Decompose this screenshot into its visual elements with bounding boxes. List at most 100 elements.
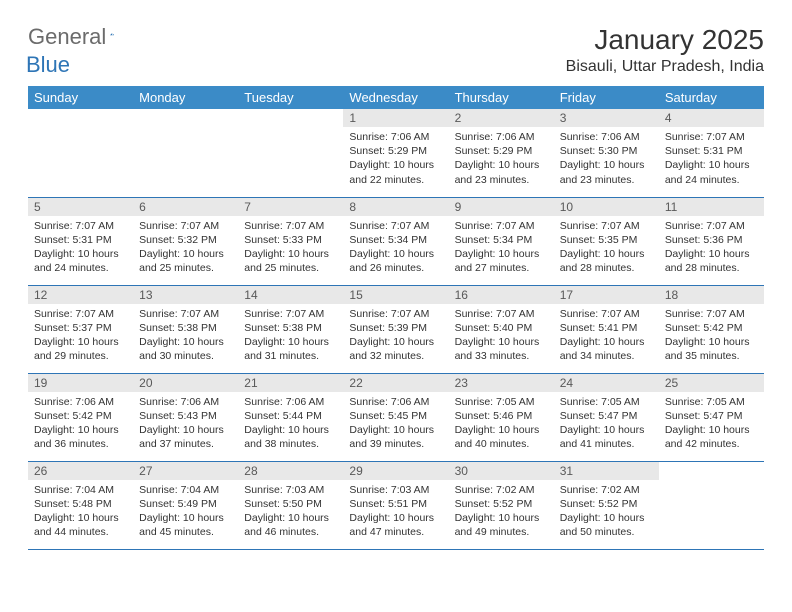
day-number: 28 bbox=[238, 462, 343, 480]
calendar-cell: 14Sunrise: 7:07 AMSunset: 5:38 PMDayligh… bbox=[238, 285, 343, 373]
day-line: Daylight: 10 hours bbox=[349, 158, 442, 172]
day-line: Sunset: 5:41 PM bbox=[560, 321, 653, 335]
day-line: Sunrise: 7:07 AM bbox=[349, 307, 442, 321]
day-line: Sunset: 5:29 PM bbox=[349, 144, 442, 158]
day-line: Sunset: 5:48 PM bbox=[34, 497, 127, 511]
day-number: 18 bbox=[659, 286, 764, 304]
day-line: Sunrise: 7:07 AM bbox=[139, 307, 232, 321]
calendar-cell: 30Sunrise: 7:02 AMSunset: 5:52 PMDayligh… bbox=[449, 461, 554, 549]
calendar-cell: 21Sunrise: 7:06 AMSunset: 5:44 PMDayligh… bbox=[238, 373, 343, 461]
calendar-cell: 12Sunrise: 7:07 AMSunset: 5:37 PMDayligh… bbox=[28, 285, 133, 373]
calendar-cell: 20Sunrise: 7:06 AMSunset: 5:43 PMDayligh… bbox=[133, 373, 238, 461]
calendar-cell: 15Sunrise: 7:07 AMSunset: 5:39 PMDayligh… bbox=[343, 285, 448, 373]
day-number: 8 bbox=[343, 198, 448, 216]
day-line: and 41 minutes. bbox=[560, 437, 653, 451]
day-line: Sunset: 5:38 PM bbox=[244, 321, 337, 335]
day-content: Sunrise: 7:07 AMSunset: 5:38 PMDaylight:… bbox=[133, 304, 238, 370]
day-line: and 46 minutes. bbox=[244, 525, 337, 539]
calendar-cell: 4Sunrise: 7:07 AMSunset: 5:31 PMDaylight… bbox=[659, 109, 764, 197]
day-line: and 38 minutes. bbox=[244, 437, 337, 451]
day-content: Sunrise: 7:07 AMSunset: 5:34 PMDaylight:… bbox=[449, 216, 554, 282]
day-content: Sunrise: 7:07 AMSunset: 5:38 PMDaylight:… bbox=[238, 304, 343, 370]
day-number: 13 bbox=[133, 286, 238, 304]
day-line: and 27 minutes. bbox=[455, 261, 548, 275]
day-line: Sunset: 5:40 PM bbox=[455, 321, 548, 335]
day-number: 24 bbox=[554, 374, 659, 392]
day-line: Sunset: 5:32 PM bbox=[139, 233, 232, 247]
day-line: Sunrise: 7:06 AM bbox=[455, 130, 548, 144]
day-line: Daylight: 10 hours bbox=[455, 511, 548, 525]
day-line: Daylight: 10 hours bbox=[455, 158, 548, 172]
weekday-header: Friday bbox=[554, 86, 659, 109]
day-number: 21 bbox=[238, 374, 343, 392]
day-line: Sunset: 5:52 PM bbox=[560, 497, 653, 511]
day-line: Daylight: 10 hours bbox=[560, 423, 653, 437]
day-line: Sunset: 5:34 PM bbox=[455, 233, 548, 247]
day-line: and 39 minutes. bbox=[349, 437, 442, 451]
day-content: Sunrise: 7:02 AMSunset: 5:52 PMDaylight:… bbox=[554, 480, 659, 546]
day-line: Daylight: 10 hours bbox=[560, 511, 653, 525]
calendar-cell: 13Sunrise: 7:07 AMSunset: 5:38 PMDayligh… bbox=[133, 285, 238, 373]
day-number: 6 bbox=[133, 198, 238, 216]
weekday-row: Sunday Monday Tuesday Wednesday Thursday… bbox=[28, 86, 764, 109]
day-line: and 29 minutes. bbox=[34, 349, 127, 363]
day-line: and 31 minutes. bbox=[244, 349, 337, 363]
day-number: 27 bbox=[133, 462, 238, 480]
day-line: Daylight: 10 hours bbox=[349, 511, 442, 525]
logo-blue-wrap: Blue bbox=[28, 52, 70, 78]
day-line: Sunrise: 7:07 AM bbox=[34, 307, 127, 321]
day-line: Sunset: 5:49 PM bbox=[139, 497, 232, 511]
day-content: Sunrise: 7:03 AMSunset: 5:51 PMDaylight:… bbox=[343, 480, 448, 546]
day-content: Sunrise: 7:06 AMSunset: 5:42 PMDaylight:… bbox=[28, 392, 133, 458]
day-number: 4 bbox=[659, 109, 764, 127]
day-line: and 24 minutes. bbox=[34, 261, 127, 275]
day-content: Sunrise: 7:07 AMSunset: 5:42 PMDaylight:… bbox=[659, 304, 764, 370]
weekday-header: Tuesday bbox=[238, 86, 343, 109]
calendar-cell: 16Sunrise: 7:07 AMSunset: 5:40 PMDayligh… bbox=[449, 285, 554, 373]
calendar-cell: 31Sunrise: 7:02 AMSunset: 5:52 PMDayligh… bbox=[554, 461, 659, 549]
calendar-cell: 1Sunrise: 7:06 AMSunset: 5:29 PMDaylight… bbox=[343, 109, 448, 197]
day-number: 22 bbox=[343, 374, 448, 392]
day-line: Daylight: 10 hours bbox=[34, 511, 127, 525]
day-content: Sunrise: 7:07 AMSunset: 5:37 PMDaylight:… bbox=[28, 304, 133, 370]
day-line: Sunrise: 7:07 AM bbox=[244, 307, 337, 321]
day-line: Sunset: 5:36 PM bbox=[665, 233, 758, 247]
day-number: 17 bbox=[554, 286, 659, 304]
day-line: and 26 minutes. bbox=[349, 261, 442, 275]
day-line: Sunset: 5:43 PM bbox=[139, 409, 232, 423]
logo-text-blue: Blue bbox=[26, 52, 70, 77]
day-content bbox=[659, 466, 764, 522]
day-line: Sunset: 5:34 PM bbox=[349, 233, 442, 247]
day-line: Sunrise: 7:05 AM bbox=[665, 395, 758, 409]
day-number: 25 bbox=[659, 374, 764, 392]
day-content: Sunrise: 7:06 AMSunset: 5:44 PMDaylight:… bbox=[238, 392, 343, 458]
day-line: Sunrise: 7:03 AM bbox=[349, 483, 442, 497]
day-content: Sunrise: 7:07 AMSunset: 5:31 PMDaylight:… bbox=[28, 216, 133, 282]
calendar-cell: 25Sunrise: 7:05 AMSunset: 5:47 PMDayligh… bbox=[659, 373, 764, 461]
day-line: Daylight: 10 hours bbox=[139, 247, 232, 261]
day-line: Sunset: 5:30 PM bbox=[560, 144, 653, 158]
calendar-cell: 29Sunrise: 7:03 AMSunset: 5:51 PMDayligh… bbox=[343, 461, 448, 549]
day-content: Sunrise: 7:06 AMSunset: 5:29 PMDaylight:… bbox=[449, 127, 554, 193]
day-line: Sunrise: 7:06 AM bbox=[244, 395, 337, 409]
day-line: Sunrise: 7:07 AM bbox=[244, 219, 337, 233]
day-line: Daylight: 10 hours bbox=[665, 158, 758, 172]
calendar-cell: 19Sunrise: 7:06 AMSunset: 5:42 PMDayligh… bbox=[28, 373, 133, 461]
day-line: Sunrise: 7:05 AM bbox=[455, 395, 548, 409]
calendar-cell bbox=[659, 461, 764, 549]
day-line: Sunrise: 7:06 AM bbox=[349, 130, 442, 144]
calendar-page: General January 2025 Bisauli, Uttar Prad… bbox=[0, 0, 792, 574]
day-line: Daylight: 10 hours bbox=[349, 247, 442, 261]
day-content: Sunrise: 7:05 AMSunset: 5:47 PMDaylight:… bbox=[659, 392, 764, 458]
day-line: Sunrise: 7:04 AM bbox=[139, 483, 232, 497]
day-line: and 34 minutes. bbox=[560, 349, 653, 363]
day-content: Sunrise: 7:02 AMSunset: 5:52 PMDaylight:… bbox=[449, 480, 554, 546]
day-line: and 49 minutes. bbox=[455, 525, 548, 539]
day-number: 19 bbox=[28, 374, 133, 392]
weekday-header: Monday bbox=[133, 86, 238, 109]
day-number: 23 bbox=[449, 374, 554, 392]
day-line: Sunset: 5:44 PM bbox=[244, 409, 337, 423]
day-number: 5 bbox=[28, 198, 133, 216]
day-line: Sunrise: 7:07 AM bbox=[349, 219, 442, 233]
weekday-header: Saturday bbox=[659, 86, 764, 109]
